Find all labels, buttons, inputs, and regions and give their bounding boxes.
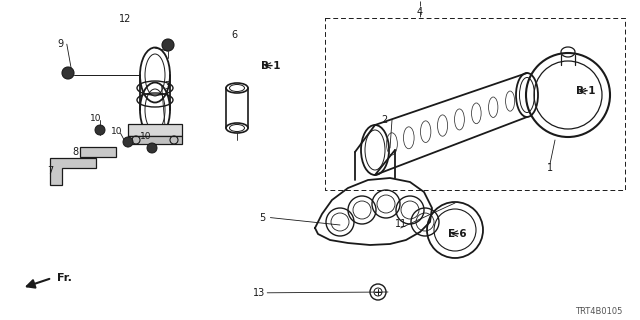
- Circle shape: [162, 39, 174, 51]
- Circle shape: [147, 143, 157, 153]
- Text: 2: 2: [381, 115, 387, 125]
- Text: 12: 12: [118, 13, 131, 24]
- Text: B-1: B-1: [261, 60, 280, 71]
- Circle shape: [123, 137, 133, 147]
- Text: Fr.: Fr.: [57, 273, 72, 283]
- Text: 1: 1: [547, 163, 553, 173]
- Polygon shape: [50, 158, 96, 185]
- Circle shape: [95, 125, 105, 135]
- Text: 5: 5: [259, 212, 266, 223]
- Text: E-6: E-6: [448, 228, 467, 239]
- Text: TRT4B0105: TRT4B0105: [575, 308, 622, 316]
- Text: 13: 13: [253, 288, 266, 298]
- Text: 11: 11: [394, 219, 407, 229]
- Text: 4: 4: [417, 7, 423, 17]
- Circle shape: [62, 67, 74, 79]
- Text: 10: 10: [111, 127, 122, 136]
- FancyBboxPatch shape: [128, 136, 182, 144]
- Text: B-1: B-1: [576, 86, 595, 96]
- Text: 10: 10: [140, 132, 152, 140]
- FancyBboxPatch shape: [80, 147, 116, 157]
- Text: 9: 9: [58, 39, 64, 49]
- Text: 7: 7: [47, 166, 53, 176]
- Text: 10: 10: [90, 114, 102, 123]
- Text: 3: 3: [164, 81, 171, 92]
- Text: 8: 8: [72, 147, 79, 157]
- Text: 6: 6: [232, 30, 238, 40]
- FancyBboxPatch shape: [128, 124, 182, 136]
